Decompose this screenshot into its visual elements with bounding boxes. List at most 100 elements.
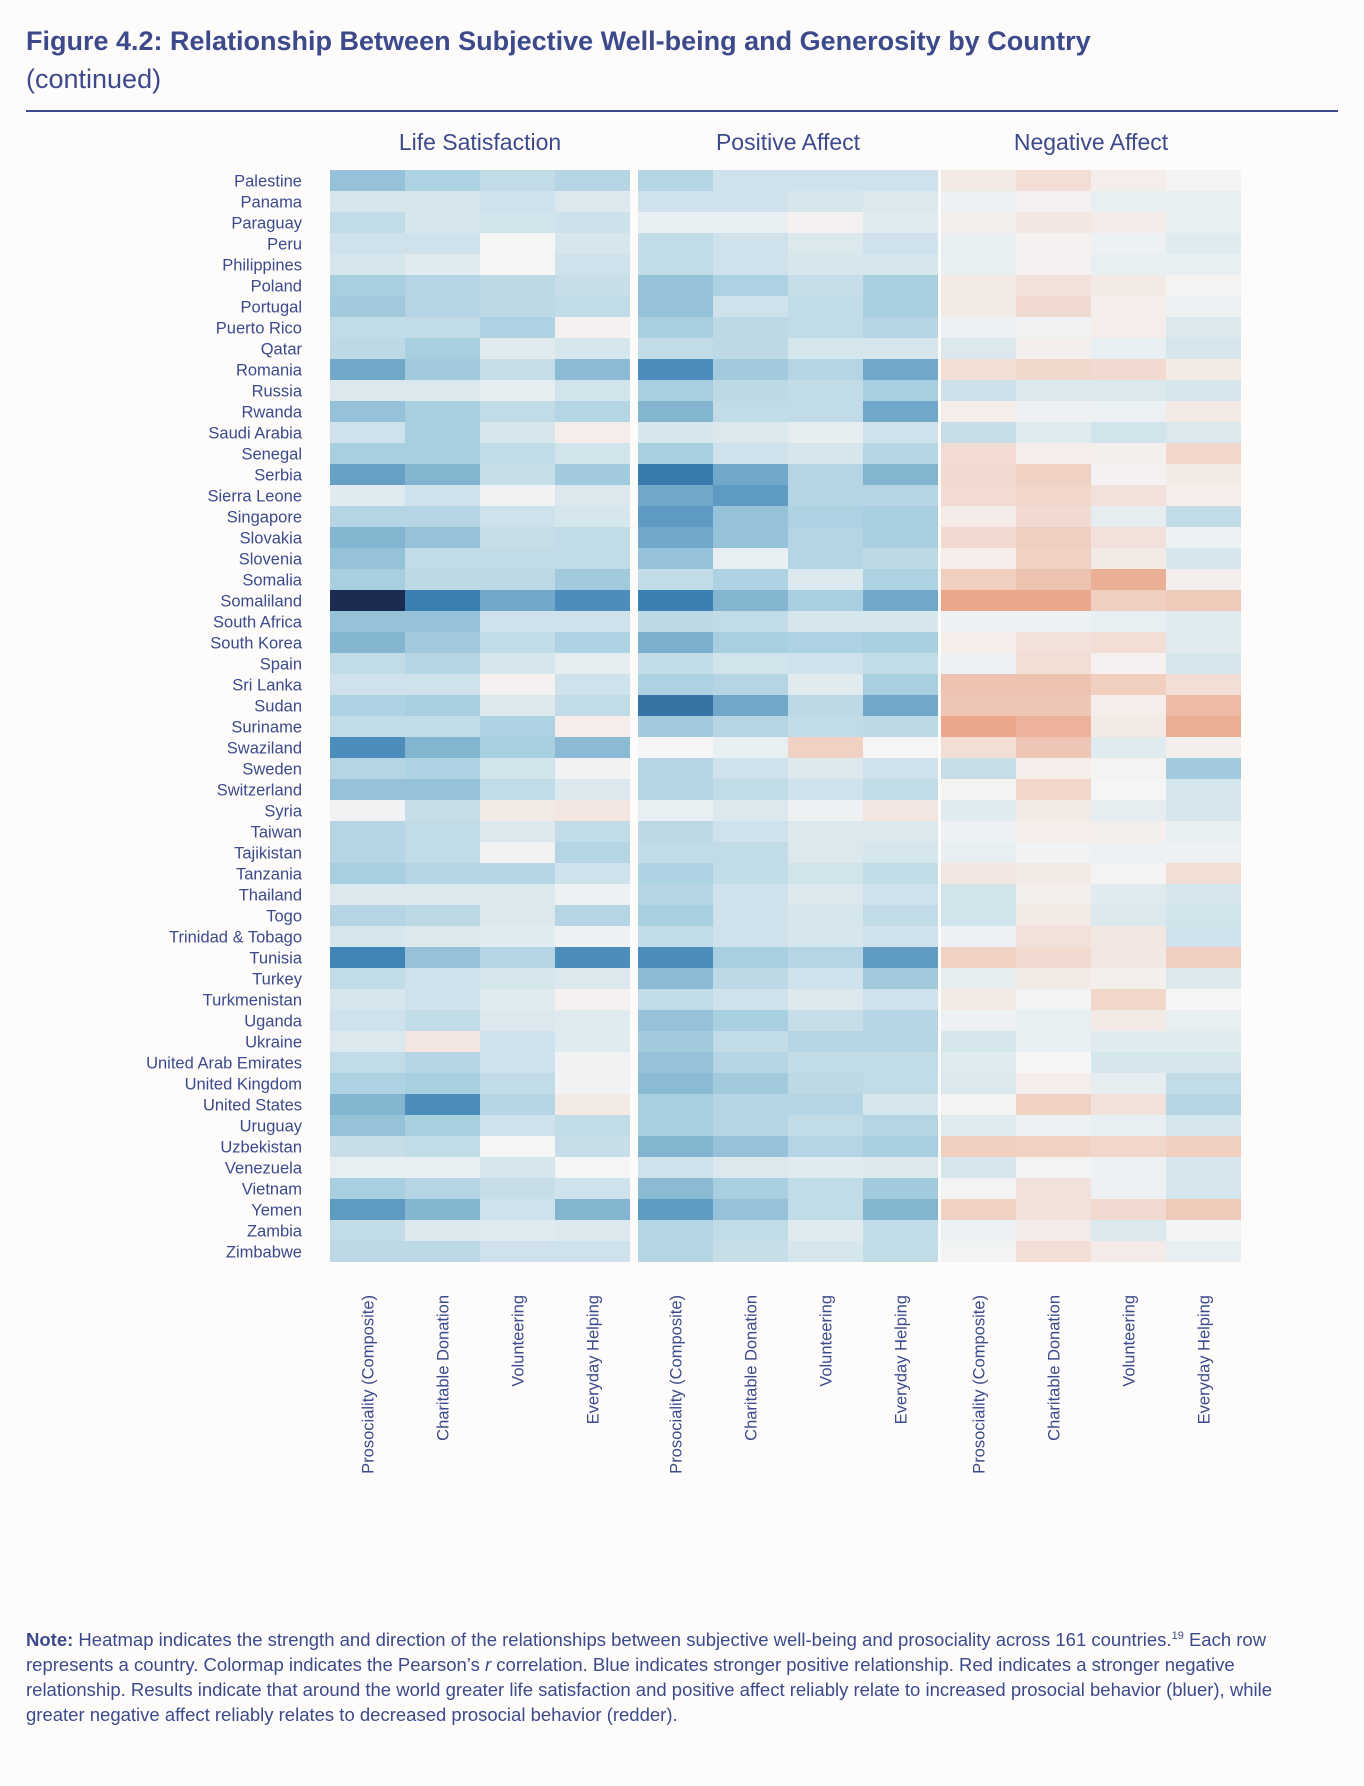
heatmap-cell [788, 317, 863, 338]
heatmap-cell [713, 254, 788, 275]
heatmap-cell [1166, 1115, 1241, 1136]
heatmap-cell [555, 1199, 630, 1220]
heatmap-cell [1091, 611, 1166, 632]
row-label-spain: Spain [260, 656, 302, 674]
heatmap-cell [941, 443, 1016, 464]
heatmap-cell [555, 989, 630, 1010]
column-label-prosociality-composite: Prosociality (Composite) [971, 1295, 989, 1474]
heatmap-cell [1091, 1157, 1166, 1178]
heatmap-cell [863, 1052, 938, 1073]
heatmap-cell [941, 1073, 1016, 1094]
heatmap-cell [555, 1220, 630, 1241]
heatmap-cell [638, 1094, 713, 1115]
heatmap-cell [1091, 569, 1166, 590]
heatmap-cell [1091, 1094, 1166, 1115]
heatmap-cell [1091, 653, 1166, 674]
row-label-thailand: Thailand [239, 887, 302, 905]
heatmap-cell [941, 1178, 1016, 1199]
heatmap-cell [638, 695, 713, 716]
heatmap-cell [638, 1136, 713, 1157]
heatmap-cell [1016, 338, 1091, 359]
heatmap-cell [638, 380, 713, 401]
heatmap-cell [555, 422, 630, 443]
heatmap-cell [1016, 443, 1091, 464]
heatmap-cell [638, 590, 713, 611]
heatmap-cell [788, 422, 863, 443]
heatmap-cell [480, 863, 555, 884]
heatmap-cell [788, 275, 863, 296]
figure-subtitle: (continued) [26, 64, 162, 94]
heatmap-cell [1091, 842, 1166, 863]
heatmap-cell [480, 1031, 555, 1052]
heatmap-cell [863, 884, 938, 905]
heatmap-cell [788, 1136, 863, 1157]
heatmap-cell [713, 317, 788, 338]
heatmap-cell [1016, 653, 1091, 674]
heatmap-cell [1016, 569, 1091, 590]
heatmap-cell [480, 485, 555, 506]
heatmap-cell [941, 695, 1016, 716]
heatmap-cell [1166, 632, 1241, 653]
heatmap-cell [1016, 905, 1091, 926]
heatmap-cell [405, 1073, 480, 1094]
heatmap-cell [788, 674, 863, 695]
row-label-united-arab-emirates: United Arab Emirates [146, 1055, 302, 1073]
heatmap-cell [638, 359, 713, 380]
heatmap-cell [1091, 296, 1166, 317]
heatmap-cell [1016, 1199, 1091, 1220]
heatmap-cell [1166, 1199, 1241, 1220]
heatmap-cell [480, 884, 555, 905]
heatmap-cell [480, 905, 555, 926]
heatmap-cell [1016, 758, 1091, 779]
heatmap-cell [330, 443, 405, 464]
heatmap-cell [638, 653, 713, 674]
heatmap-cell [330, 1010, 405, 1031]
heatmap-cell [941, 863, 1016, 884]
heatmap-cell [638, 1199, 713, 1220]
heatmap-cell [1016, 317, 1091, 338]
row-label-paraguay: Paraguay [231, 215, 302, 233]
heatmap-cell [713, 1031, 788, 1052]
heatmap-cell [788, 233, 863, 254]
heatmap-cell [330, 506, 405, 527]
heatmap-cell [788, 695, 863, 716]
heatmap-cell [480, 1073, 555, 1094]
heatmap-cell [330, 548, 405, 569]
heatmap-cell [863, 485, 938, 506]
heatmap-cell [713, 569, 788, 590]
heatmap-cell [788, 821, 863, 842]
heatmap-cell [638, 905, 713, 926]
heatmap-cell [1016, 863, 1091, 884]
heatmap-cell [330, 611, 405, 632]
heatmap-cell [555, 212, 630, 233]
heatmap-cell [1016, 989, 1091, 1010]
column-label-volunteering: Volunteering [510, 1295, 528, 1387]
heatmap-cell [863, 254, 938, 275]
heatmap-cell [1016, 779, 1091, 800]
heatmap-cell [330, 926, 405, 947]
heatmap-cell [1166, 527, 1241, 548]
heatmap-cell [941, 1052, 1016, 1073]
heatmap-cell [1016, 926, 1091, 947]
heatmap-cell [405, 1031, 480, 1052]
heatmap-cell [1016, 191, 1091, 212]
row-label-zambia: Zambia [247, 1223, 303, 1241]
row-label-somalia: Somalia [242, 572, 302, 590]
heatmap-cell [405, 422, 480, 443]
heatmap-cell [330, 989, 405, 1010]
heatmap-cell [555, 275, 630, 296]
heatmap-cell [555, 1031, 630, 1052]
heatmap-cell [713, 1010, 788, 1031]
heatmap-cell [1016, 1010, 1091, 1031]
heatmap-cell [863, 170, 938, 191]
heatmap-cell [863, 338, 938, 359]
heatmap-cell [713, 653, 788, 674]
column-label-everyday-helping: Everyday Helping [585, 1295, 603, 1424]
heatmap-cell [788, 380, 863, 401]
heatmap-cell [1166, 338, 1241, 359]
row-label-palestine: Palestine [234, 173, 302, 191]
heatmap-cell [405, 296, 480, 317]
column-label-charitable-donation: Charitable Donation [743, 1295, 761, 1441]
heatmap-cell [1091, 275, 1166, 296]
heatmap-cell [638, 317, 713, 338]
